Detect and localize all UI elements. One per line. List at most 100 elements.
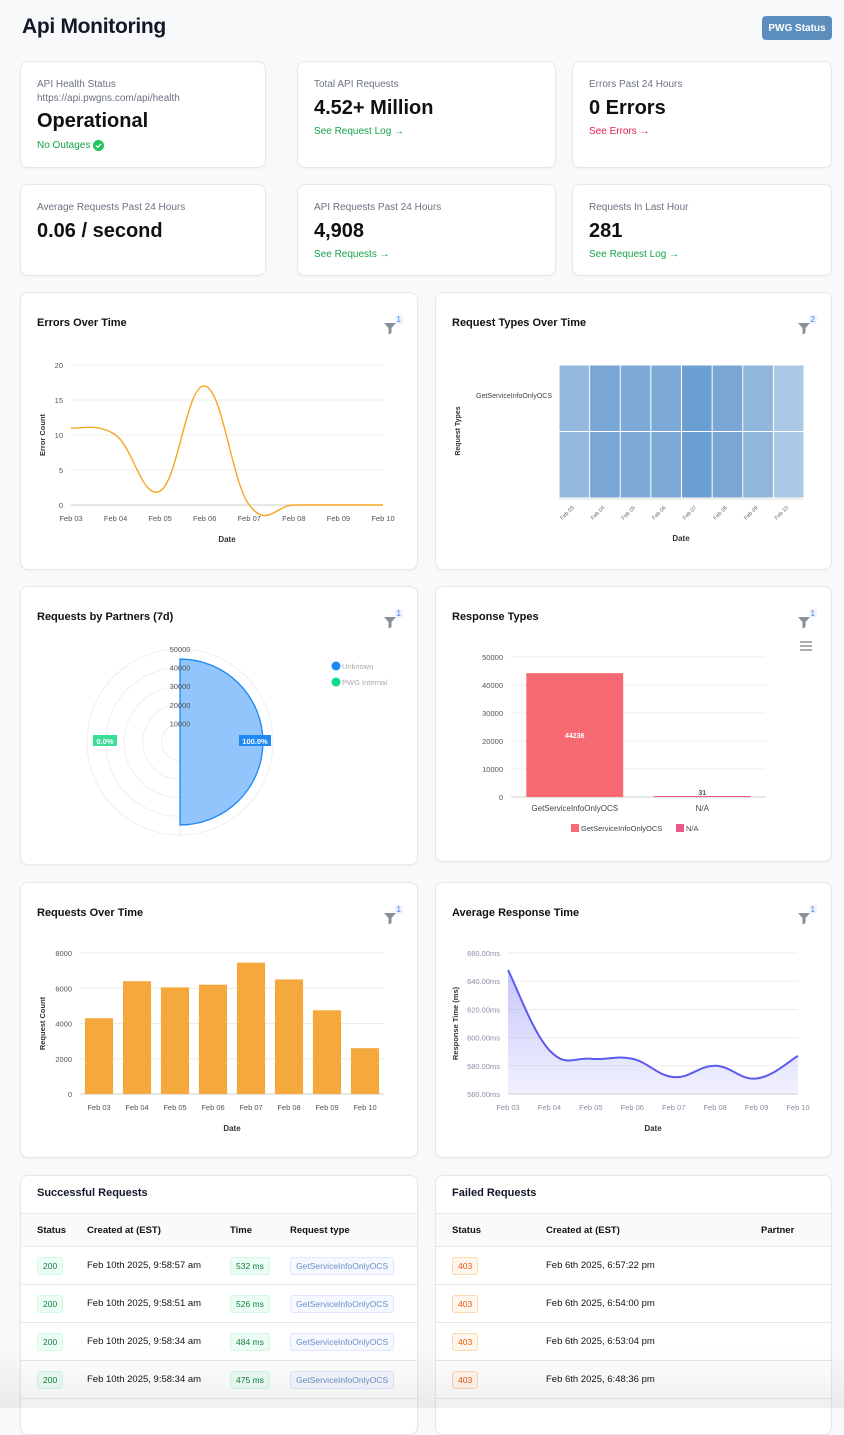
table-row[interactable]: 403 Feb 6th 2025, 6:48:36 pm bbox=[436, 1360, 831, 1399]
menu-icon[interactable] bbox=[800, 641, 812, 651]
filter-count-badge: 1 bbox=[394, 905, 403, 914]
column-header[interactable]: Created at (EST) bbox=[530, 1213, 745, 1247]
heatmap-cell bbox=[682, 365, 712, 431]
y-tick-label: 2000 bbox=[55, 1055, 72, 1064]
radial-tick-label: 40000 bbox=[170, 664, 191, 673]
column-header[interactable]: Created at (EST) bbox=[71, 1213, 214, 1247]
stat-value: 4,908 bbox=[314, 220, 365, 242]
chart-title: Request Types Over Time bbox=[452, 317, 587, 329]
filter-icon[interactable] bbox=[797, 615, 811, 629]
requests-over-time-card: 0 2000 4000 6000 8000 Request Count Date Feb 03… bbox=[20, 882, 418, 1158]
unknown-pct-label: 100.0% bbox=[242, 737, 268, 746]
x-axis-label: Date bbox=[672, 534, 690, 543]
y-tick-label: 15 bbox=[55, 396, 63, 405]
successful-requests-card: Successful Requests Status Created at (ES… bbox=[20, 1175, 418, 1435]
x-tick-label: Feb 08 bbox=[282, 514, 305, 523]
see-requests-link[interactable]: See Requests → bbox=[314, 249, 390, 260]
requests-by-partners-card: 10000 20000 30000 40000 50000 100.0% 0.0% Unkno… bbox=[20, 586, 418, 865]
y-tick-label: 20 bbox=[55, 361, 63, 370]
y-tick-label: 10 bbox=[55, 431, 63, 440]
average-response-time-card: 560.00ms 580.00ms 600.00ms 620.00ms 640.00ms… bbox=[435, 882, 832, 1158]
x-tick-label: Feb 06 bbox=[193, 514, 216, 523]
filter-icon[interactable] bbox=[383, 615, 397, 629]
status-badge: 200 bbox=[37, 1294, 64, 1313]
stat-label: Requests In Last Hour bbox=[589, 202, 689, 213]
column-header[interactable]: Request type bbox=[274, 1213, 417, 1247]
request-type-badge: GetServiceInfoOnlyOCS bbox=[290, 1332, 395, 1351]
no-outages-status: No Outages bbox=[37, 140, 105, 151]
see-errors-link[interactable]: See Errors → bbox=[589, 126, 650, 137]
x-tick-label: Feb 10 bbox=[353, 1103, 376, 1112]
stat-value: 0.06 / second bbox=[37, 220, 163, 242]
x-tick-label: Feb 08 bbox=[277, 1103, 300, 1112]
filter-icon[interactable] bbox=[383, 321, 397, 335]
request-type-badge: GetServiceInfoOnlyOCS bbox=[290, 1294, 395, 1313]
y-tick-label: 0 bbox=[68, 1090, 72, 1099]
x-tick-label: Feb 07 bbox=[662, 1103, 685, 1112]
bar bbox=[350, 1048, 380, 1094]
table-cell: Feb 10th 2025, 9:58:51 am bbox=[71, 1284, 214, 1323]
table-cell: Feb 6th 2025, 6:57:22 pm bbox=[530, 1246, 745, 1285]
table-row[interactable]: 200 Feb 10th 2025, 9:58:34 am 484 ms GetSer… bbox=[21, 1322, 417, 1361]
stat-value: 281 bbox=[589, 220, 623, 242]
column-header[interactable]: Status bbox=[436, 1213, 530, 1247]
response-time-area bbox=[508, 969, 798, 1094]
y-tick-label: 40000 bbox=[482, 681, 503, 690]
filter-icon[interactable] bbox=[797, 911, 811, 925]
table-cell: Feb 10th 2025, 9:58:34 am bbox=[71, 1360, 214, 1399]
table-cell bbox=[745, 1360, 831, 1399]
see-request-log-link[interactable]: See Request Log → bbox=[314, 126, 405, 137]
table-title: Successful Requests bbox=[37, 1187, 148, 1199]
request-type-badge: GetServiceInfoOnlyOCS bbox=[290, 1256, 395, 1275]
x-tick-label: Feb 04 bbox=[538, 1103, 561, 1112]
stat-label: API Requests Past 24 Hours bbox=[314, 202, 442, 213]
heatmap-cell bbox=[651, 365, 681, 431]
y-axis-label: Request Types bbox=[455, 406, 462, 455]
status-badge: 403 bbox=[452, 1256, 479, 1275]
table-row[interactable]: 200 Feb 10th 2025, 9:58:34 am 475 ms GetSer… bbox=[21, 1360, 417, 1399]
column-header[interactable]: Status bbox=[21, 1213, 71, 1247]
table-row[interactable]: 200 Feb 10th 2025, 9:58:51 am 526 ms GetSer… bbox=[21, 1284, 417, 1323]
see-request-log-link[interactable]: See Request Log → bbox=[589, 249, 680, 260]
filter-count-badge: 1 bbox=[808, 609, 817, 618]
column-header[interactable]: Time bbox=[214, 1213, 274, 1247]
x-tick-label: Feb 05 bbox=[579, 1103, 602, 1112]
pwg-status-button[interactable]: PWG Status bbox=[762, 16, 832, 40]
x-tick-label: Feb 05 bbox=[163, 1103, 186, 1112]
heatmap-cell bbox=[743, 365, 773, 431]
legend-label: Unknown bbox=[342, 662, 373, 671]
x-tick-label: Feb 09 bbox=[743, 505, 759, 521]
status-badge: 200 bbox=[37, 1332, 64, 1351]
y-axis-label: Response Time (ms) bbox=[451, 986, 460, 1060]
heatmap-cell bbox=[590, 365, 620, 431]
table-row[interactable]: 200 Feb 10th 2025, 9:58:57 am 532 ms GetSer… bbox=[21, 1246, 417, 1285]
check-circle-icon bbox=[93, 140, 105, 151]
status-badge: 403 bbox=[452, 1294, 479, 1313]
total-requests-card: Total API Requests 4.52+ Million See Req… bbox=[297, 61, 556, 168]
filter-icon[interactable] bbox=[797, 321, 811, 335]
x-tick-label: Feb 09 bbox=[315, 1103, 338, 1112]
x-axis-label: Date bbox=[223, 1124, 241, 1133]
table-title: Failed Requests bbox=[452, 1187, 537, 1199]
x-tick-label: Feb 04 bbox=[125, 1103, 148, 1112]
y-tick-label: 620.00ms bbox=[467, 1005, 500, 1014]
table-cell: Feb 6th 2025, 6:53:04 pm bbox=[530, 1322, 745, 1361]
table-row[interactable]: 403 Feb 6th 2025, 6:57:22 pm bbox=[436, 1246, 831, 1285]
chart-svg: 0 10000 20000 30000 40000 50000 44236 GetServic… bbox=[482, 641, 812, 833]
x-tick-label: Feb 04 bbox=[104, 514, 127, 523]
filter-icon[interactable] bbox=[383, 911, 397, 925]
column-header[interactable]: Partner bbox=[745, 1213, 831, 1247]
bar bbox=[274, 979, 304, 1094]
table-row[interactable]: 403 Feb 6th 2025, 6:54:00 pm bbox=[436, 1284, 831, 1323]
arrow-right-icon: → bbox=[639, 126, 650, 137]
table-row[interactable]: 403 Feb 6th 2025, 6:53:04 pm bbox=[436, 1322, 831, 1361]
row-label: GetServiceInfoOnlyOCS bbox=[476, 393, 552, 400]
heatmap-cell bbox=[773, 432, 804, 498]
chart-svg: 560.00ms 580.00ms 600.00ms 620.00ms 640.00ms… bbox=[451, 949, 810, 1133]
y-tick-label: 0 bbox=[499, 793, 503, 802]
x-tick-label: Feb 08 bbox=[703, 1103, 726, 1112]
table-header-row: Status Created at (EST) Partner bbox=[436, 1213, 831, 1247]
arrow-right-icon: → bbox=[669, 249, 680, 260]
heatmap-cell bbox=[712, 432, 743, 498]
failed-requests-card: Failed Requests Status Created at (EST) Pa… bbox=[435, 1175, 832, 1435]
